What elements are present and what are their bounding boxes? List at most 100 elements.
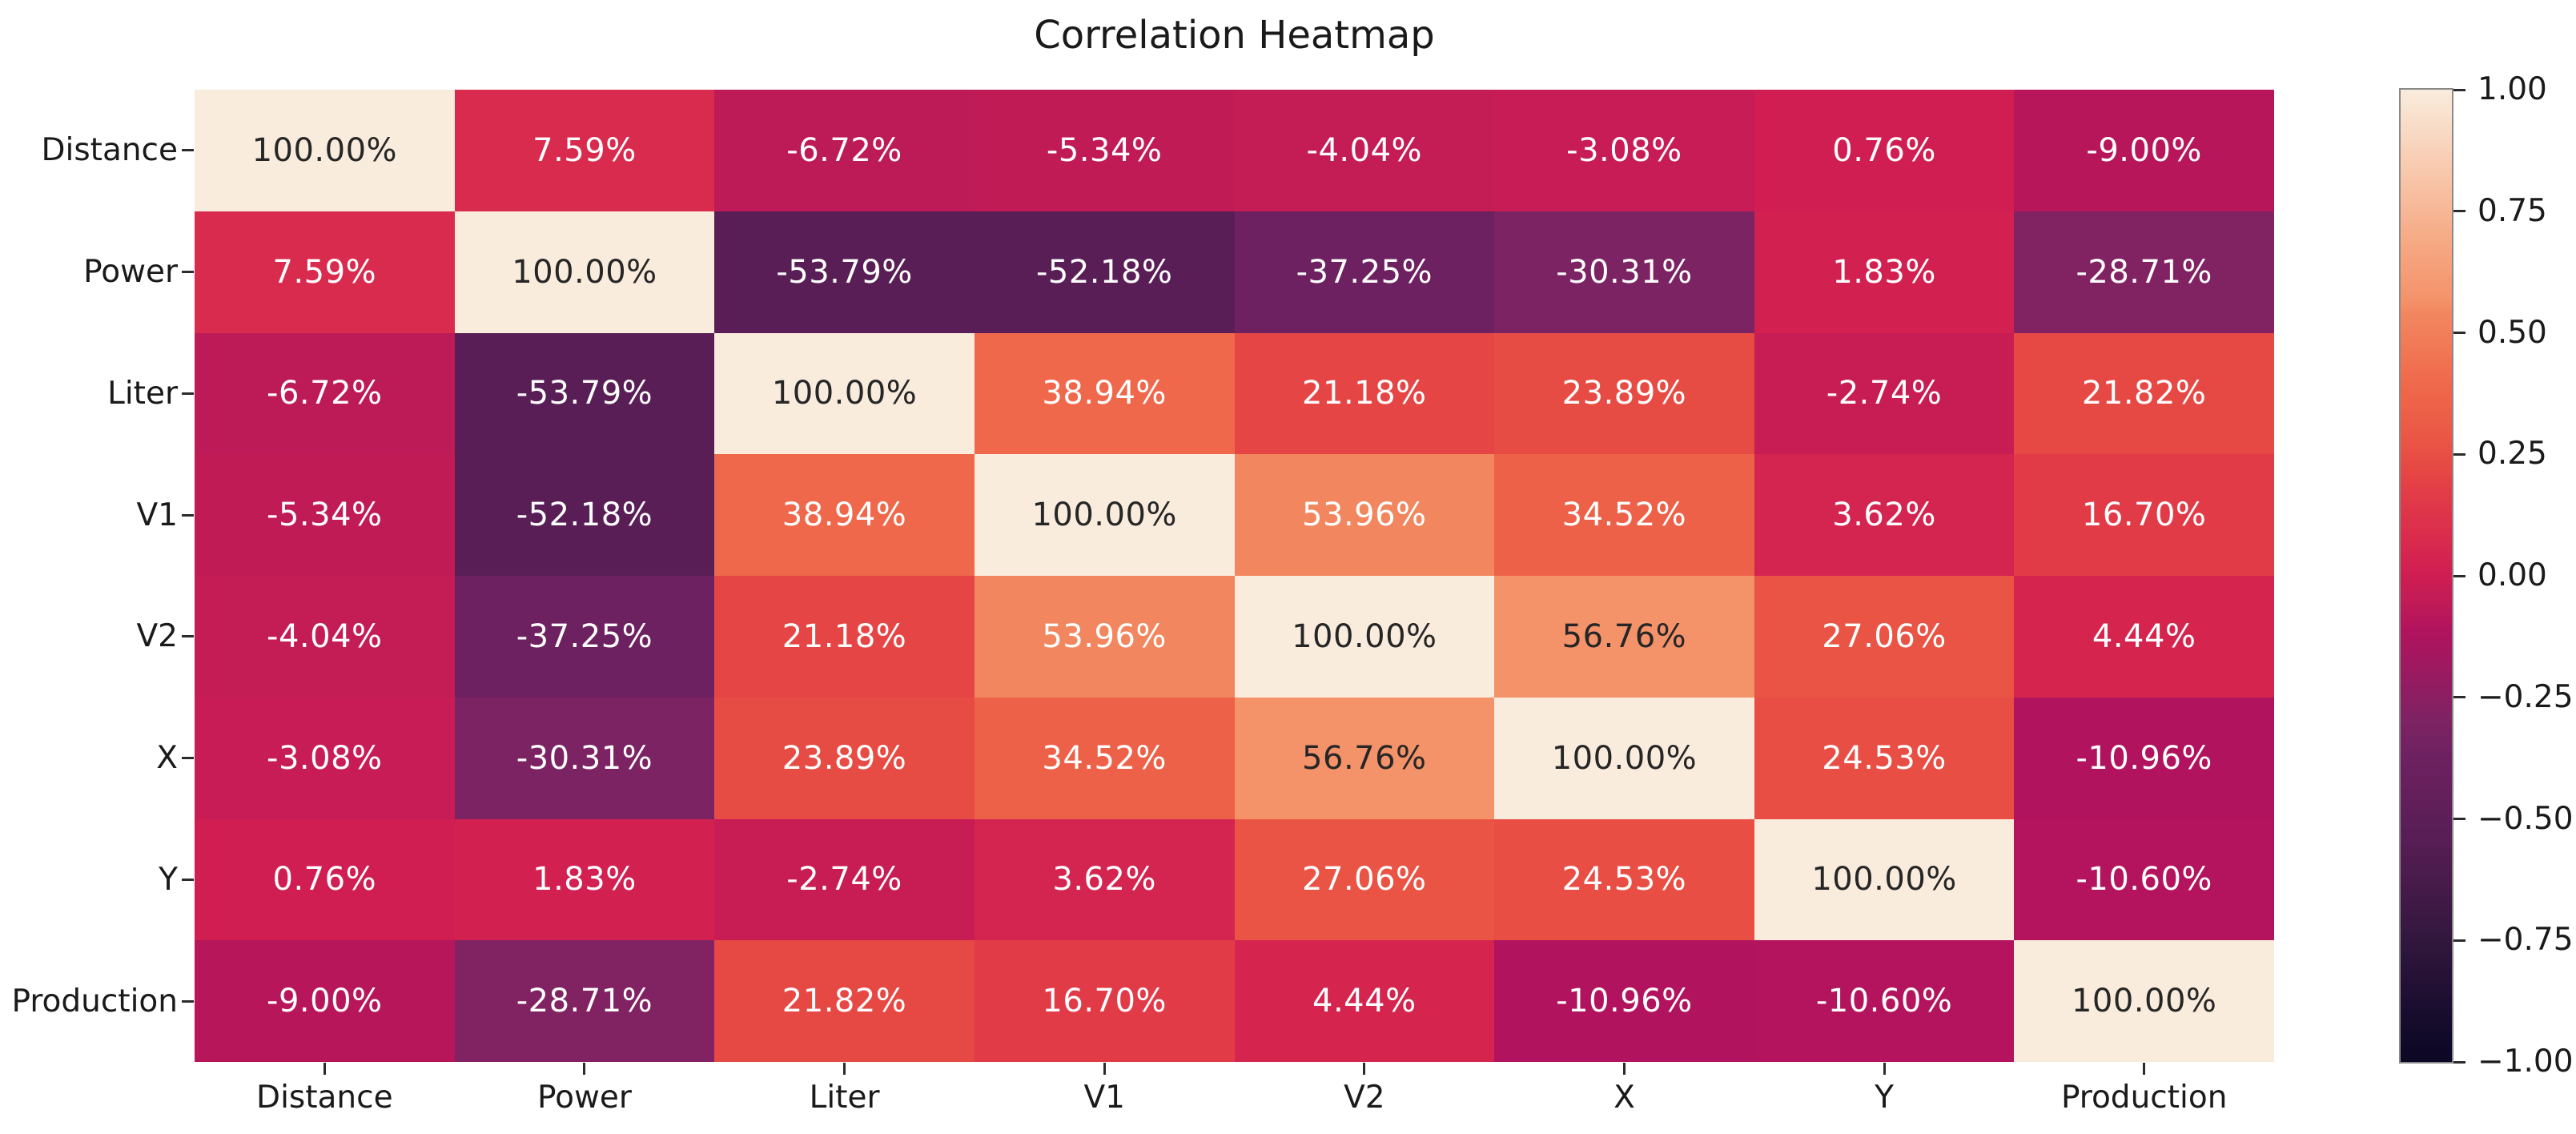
heatmap-cell-V1-Y: 3.62% <box>1754 454 2015 576</box>
col-label-V2: V2 <box>1344 1080 1385 1116</box>
heatmap-cell-X-Power: -30.31% <box>454 697 715 819</box>
heatmap-cell-Power-X: -30.31% <box>1494 211 1754 333</box>
heatmap-cell-Distance-V1: -5.34% <box>974 90 1235 211</box>
colorbar-tick <box>2453 1060 2465 1064</box>
colorbar-tick-label: −0.75 <box>2478 922 2574 959</box>
colorbar-tick <box>2453 88 2465 91</box>
heatmap-cell-Production-Distance: -9.00% <box>195 940 455 1062</box>
col-label-Power: Power <box>536 1080 632 1116</box>
x-axis-tick <box>583 1063 586 1075</box>
heatmap-cell-V2-V2: 100.00% <box>1234 576 1495 698</box>
heatmap-cell-V1-Distance: -5.34% <box>195 454 455 576</box>
heatmap-cell-V2-Production: 4.44% <box>2014 576 2274 698</box>
heatmap-cell-Distance-Production: -9.00% <box>2014 90 2274 211</box>
heatmap-cell-Y-Distance: 0.76% <box>195 818 455 941</box>
heatmap-cell-Liter-Liter: 100.00% <box>714 332 975 455</box>
chart-title: Correlation Heatmap <box>1034 13 1435 58</box>
colorbar-tick-label: −0.50 <box>2478 800 2574 837</box>
x-axis-tick <box>1622 1063 1626 1075</box>
heatmap-cell-Liter-Y: -2.74% <box>1754 332 2015 455</box>
col-label-V1: V1 <box>1083 1080 1125 1116</box>
colorbar-tick-label: −0.25 <box>2478 678 2574 715</box>
heatmap-cell-Distance-Power: 7.59% <box>454 90 715 211</box>
heatmap-cell-Liter-Distance: -6.72% <box>195 332 455 455</box>
heatmap-cell-Production-X: -10.96% <box>1494 940 1754 1062</box>
colorbar-tick <box>2453 332 2465 334</box>
heatmap-cell-Distance-V2: -4.04% <box>1234 90 1495 211</box>
colorbar-tick <box>2453 696 2465 699</box>
heatmap-cell-Power-V1: -52.18% <box>974 211 1235 333</box>
heatmap-cell-Distance-Y: 0.76% <box>1754 90 2015 211</box>
heatmap-cell-Y-Production: -10.60% <box>2014 818 2274 941</box>
x-axis-tick <box>1883 1063 1886 1075</box>
colorbar-tick <box>2453 574 2465 577</box>
heatmap-cell-Y-Liter: -2.74% <box>714 818 975 941</box>
x-axis-tick <box>323 1063 326 1075</box>
x-axis-tick <box>1363 1063 1366 1075</box>
colorbar-tick <box>2453 210 2465 213</box>
colorbar-tick-label: 1.00 <box>2478 71 2547 107</box>
heatmap-cell-Liter-Power: -53.79% <box>454 332 715 455</box>
y-axis-tick <box>182 999 194 1003</box>
heatmap-cell-V1-Liter: 38.94% <box>714 454 975 576</box>
row-label-V1: V1 <box>136 497 179 533</box>
row-label-Distance: Distance <box>41 132 178 169</box>
heatmap-cell-Y-Y: 100.00% <box>1754 818 2015 941</box>
heatmap-cell-Distance-X: -3.08% <box>1494 90 1754 211</box>
col-label-Distance: Distance <box>256 1080 393 1116</box>
heatmap-cell-Y-Power: 1.83% <box>454 818 715 941</box>
heatmap-cell-Production-Liter: 21.82% <box>714 940 975 1062</box>
heatmap-cell-Power-V2: -37.25% <box>1234 211 1495 333</box>
heatmap-cell-V1-V2: 53.96% <box>1234 454 1495 576</box>
row-label-Y: Y <box>159 861 178 898</box>
heatmap-cell-V2-Power: -37.25% <box>454 576 715 698</box>
heatmap-cell-X-V2: 56.76% <box>1234 697 1495 819</box>
heatmap-cell-Production-V2: 4.44% <box>1234 940 1495 1062</box>
heatmap-cell-V1-V1: 100.00% <box>974 454 1235 576</box>
heatmap-cell-Production-Production: 100.00% <box>2014 940 2274 1062</box>
x-axis-tick <box>1103 1063 1106 1075</box>
heatmap-cell-Power-Liter: -53.79% <box>714 211 975 333</box>
heatmap-cell-X-X: 100.00% <box>1494 697 1754 819</box>
colorbar-tick-label: 0.25 <box>2478 436 2547 472</box>
heatmap-cell-Y-V1: 3.62% <box>974 818 1235 941</box>
y-axis-tick <box>182 635 194 638</box>
y-axis-tick <box>182 513 194 517</box>
heatmap-cell-V1-Power: -52.18% <box>454 454 715 576</box>
y-axis-tick <box>182 392 194 395</box>
x-axis-tick <box>843 1063 846 1075</box>
y-axis-tick <box>182 271 194 274</box>
row-label-Liter: Liter <box>107 375 178 412</box>
heatmap-cell-V2-Distance: -4.04% <box>195 576 455 698</box>
x-axis-tick <box>2143 1063 2146 1075</box>
heatmap-cell-Power-Y: 1.83% <box>1754 211 2015 333</box>
colorbar-tick <box>2453 939 2465 942</box>
heatmap-cell-Y-V2: 27.06% <box>1234 818 1495 941</box>
colorbar-tick-label: −1.00 <box>2478 1044 2574 1080</box>
heatmap-cell-Production-Y: -10.60% <box>1754 940 2015 1062</box>
y-axis-tick <box>182 878 194 881</box>
colorbar-gradient <box>2399 88 2453 1064</box>
heatmap-cell-V2-X: 56.76% <box>1494 576 1754 698</box>
heatmap-cell-Liter-V2: 21.18% <box>1234 332 1495 455</box>
heatmap-cell-Power-Distance: 7.59% <box>195 211 455 333</box>
heatmap-cell-Distance-Distance: 100.00% <box>195 90 455 211</box>
heatmap-cell-Liter-V1: 38.94% <box>974 332 1235 455</box>
colorbar-tick-label: 0.00 <box>2478 557 2547 593</box>
col-label-Y: Y <box>1875 1080 1894 1116</box>
col-label-X: X <box>1614 1080 1635 1116</box>
heatmap-cell-V2-Y: 27.06% <box>1754 576 2015 698</box>
heatmap-cell-Distance-Liter: -6.72% <box>714 90 975 211</box>
heatmap-cell-Power-Power: 100.00% <box>454 211 715 333</box>
colorbar-tick <box>2453 452 2465 456</box>
heatmap-cell-Y-X: 24.53% <box>1494 818 1754 941</box>
heatmap-cell-V1-Production: 16.70% <box>2014 454 2274 576</box>
heatmap-cell-Power-Production: -28.71% <box>2014 211 2274 333</box>
heatmap-grid: 100.00% 7.59% -6.72% -5.34% -4.04% -3.08% 0.76… <box>195 90 2274 1062</box>
heatmap-cell-Liter-Production: 21.82% <box>2014 332 2274 455</box>
y-axis-tick <box>182 149 194 152</box>
heatmap-cell-X-Production: -10.96% <box>2014 697 2274 819</box>
row-label-X: X <box>156 740 178 777</box>
colorbar-tick <box>2453 818 2465 820</box>
heatmap-cell-Production-V1: 16.70% <box>974 940 1235 1062</box>
